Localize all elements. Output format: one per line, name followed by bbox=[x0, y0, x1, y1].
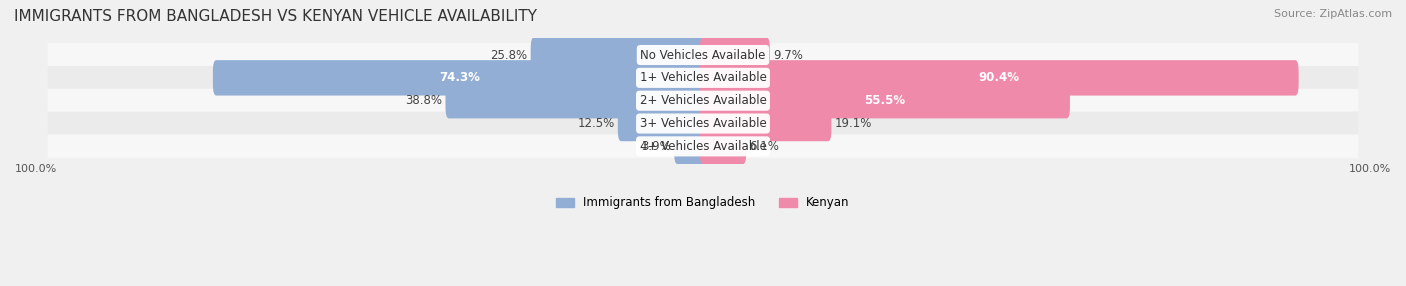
Text: 3.9%: 3.9% bbox=[641, 140, 671, 153]
Text: 4+ Vehicles Available: 4+ Vehicles Available bbox=[640, 140, 766, 153]
Text: 100.0%: 100.0% bbox=[15, 164, 58, 174]
FancyBboxPatch shape bbox=[446, 83, 706, 118]
Text: IMMIGRANTS FROM BANGLADESH VS KENYAN VEHICLE AVAILABILITY: IMMIGRANTS FROM BANGLADESH VS KENYAN VEH… bbox=[14, 9, 537, 23]
Text: 12.5%: 12.5% bbox=[578, 117, 614, 130]
Text: 55.5%: 55.5% bbox=[865, 94, 905, 107]
FancyBboxPatch shape bbox=[700, 106, 831, 141]
Text: Source: ZipAtlas.com: Source: ZipAtlas.com bbox=[1274, 9, 1392, 19]
FancyBboxPatch shape bbox=[700, 37, 770, 73]
Text: 9.7%: 9.7% bbox=[773, 49, 803, 61]
FancyBboxPatch shape bbox=[48, 66, 1358, 90]
FancyBboxPatch shape bbox=[48, 134, 1358, 158]
Text: 1+ Vehicles Available: 1+ Vehicles Available bbox=[640, 71, 766, 84]
Text: 74.3%: 74.3% bbox=[439, 71, 479, 84]
FancyBboxPatch shape bbox=[673, 129, 706, 164]
Text: 25.8%: 25.8% bbox=[491, 49, 527, 61]
Text: 38.8%: 38.8% bbox=[405, 94, 443, 107]
FancyBboxPatch shape bbox=[48, 43, 1358, 67]
Text: 3+ Vehicles Available: 3+ Vehicles Available bbox=[640, 117, 766, 130]
FancyBboxPatch shape bbox=[700, 60, 1299, 96]
Text: 100.0%: 100.0% bbox=[1348, 164, 1391, 174]
FancyBboxPatch shape bbox=[530, 37, 706, 73]
FancyBboxPatch shape bbox=[700, 83, 1070, 118]
Text: No Vehicles Available: No Vehicles Available bbox=[640, 49, 766, 61]
Legend: Immigrants from Bangladesh, Kenyan: Immigrants from Bangladesh, Kenyan bbox=[551, 192, 855, 214]
FancyBboxPatch shape bbox=[48, 89, 1358, 113]
Text: 19.1%: 19.1% bbox=[835, 117, 872, 130]
FancyBboxPatch shape bbox=[700, 129, 747, 164]
FancyBboxPatch shape bbox=[212, 60, 706, 96]
FancyBboxPatch shape bbox=[48, 112, 1358, 135]
FancyBboxPatch shape bbox=[617, 106, 706, 141]
Text: 90.4%: 90.4% bbox=[979, 71, 1019, 84]
Text: 6.1%: 6.1% bbox=[749, 140, 779, 153]
Text: 2+ Vehicles Available: 2+ Vehicles Available bbox=[640, 94, 766, 107]
